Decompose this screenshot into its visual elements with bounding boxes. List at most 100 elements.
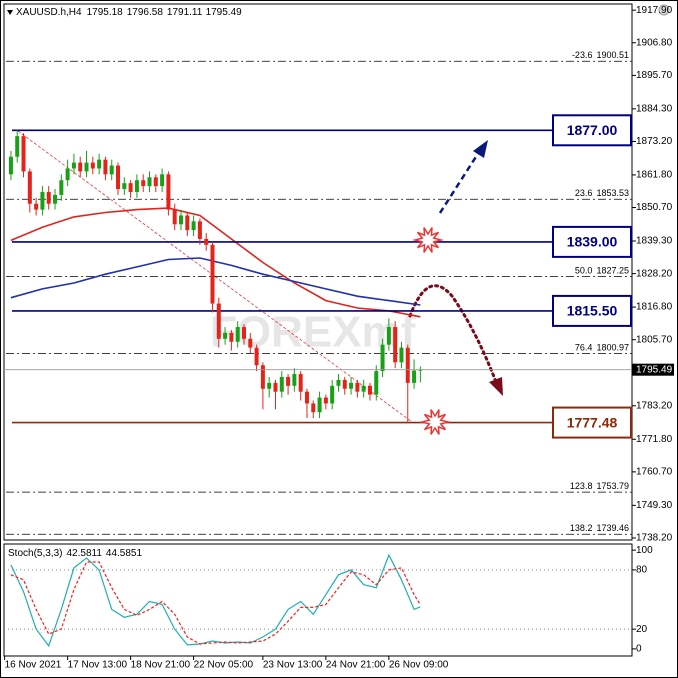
y-tick-label: 1917.90 xyxy=(636,5,673,16)
main-panel xyxy=(3,3,633,541)
candle-body xyxy=(197,221,202,239)
stoch-line xyxy=(10,561,421,645)
candle-body xyxy=(380,344,385,372)
fib-value: 1900.51 xyxy=(596,51,629,61)
moving-average xyxy=(10,207,421,318)
candle-body xyxy=(65,168,70,181)
corner-icon xyxy=(658,4,670,16)
candle-body xyxy=(141,180,146,187)
candle-body xyxy=(386,327,391,345)
candle-body xyxy=(336,379,341,386)
candle-body xyxy=(399,347,404,363)
candle-body xyxy=(153,177,158,187)
up-arrow xyxy=(438,151,481,214)
candle-body xyxy=(304,391,309,404)
fib-value: 1739.46 xyxy=(596,524,629,534)
header: XAUUSD.h,H4 1795.18 1796.58 1791.11 1795.49 xyxy=(16,7,242,18)
candle-body xyxy=(122,183,127,190)
fib-value: 1827.25 xyxy=(596,266,629,276)
y-tick-label: 1738.20 xyxy=(636,533,673,544)
candle-body xyxy=(210,244,215,304)
candle-body xyxy=(361,385,366,392)
y-tick-label: 100 xyxy=(636,545,653,556)
fib-ratio: -23.6 xyxy=(572,51,593,61)
close: 1795.49 xyxy=(206,7,243,18)
open: 1795.18 xyxy=(87,7,124,18)
y-tick-label: 1839.30 xyxy=(636,236,673,247)
candle-body xyxy=(311,403,316,413)
level-box xyxy=(552,406,632,439)
candle-body xyxy=(273,382,278,392)
candle-body xyxy=(97,159,102,169)
candle-body xyxy=(172,209,177,225)
candle-body xyxy=(191,221,196,231)
candle-body xyxy=(166,174,171,210)
down-arrow-head xyxy=(489,377,503,396)
x-tick-label: 18 Nov 21:00 xyxy=(131,660,191,671)
candle-body xyxy=(286,376,291,386)
candle-body xyxy=(355,382,360,392)
watermark: FOREXmf xyxy=(210,308,416,357)
candle-body xyxy=(418,369,423,371)
fib-value: 1800.97 xyxy=(596,343,629,353)
trendline xyxy=(17,130,413,423)
collapse-icon xyxy=(7,10,13,15)
candle-body xyxy=(59,180,64,195)
candle-body xyxy=(27,171,32,204)
x-tick-label: 17 Nov 13:00 xyxy=(68,660,128,671)
candle-body xyxy=(71,162,76,169)
candle-body xyxy=(374,371,379,395)
candle-body xyxy=(160,174,165,187)
candle-body xyxy=(292,374,297,386)
indicator-signal: 44.5851 xyxy=(106,548,143,559)
y-tick-label: 1906.80 xyxy=(636,37,673,48)
high: 1796.58 xyxy=(127,7,164,18)
candle-body xyxy=(34,203,39,210)
candle-body xyxy=(15,136,20,157)
candle-body xyxy=(78,162,83,172)
candle-body xyxy=(216,303,221,339)
level-label: 1815.50 xyxy=(567,303,618,319)
y-tick-label: 1828.20 xyxy=(636,268,673,279)
y-tick-label: 1771.80 xyxy=(636,434,673,445)
fib-ratio: 123.8 xyxy=(570,482,593,492)
y-tick-label: 1850.70 xyxy=(636,202,673,213)
candle-body xyxy=(90,162,95,169)
candle-body xyxy=(40,191,45,210)
candle-body xyxy=(223,332,228,339)
candle-body xyxy=(260,365,265,389)
y-tick-label: 1861.80 xyxy=(636,170,673,181)
y-tick-label: 1873.20 xyxy=(636,136,673,147)
fib-ratio: 76.4 xyxy=(575,343,593,353)
candle-body xyxy=(330,385,335,404)
low: 1791.11 xyxy=(167,7,203,18)
candle-body xyxy=(298,374,303,392)
indicator-main: 42.5811 xyxy=(66,548,102,559)
fib-label: 50.0 1827.25 xyxy=(575,266,629,276)
fib-label: 123.8 1753.79 xyxy=(570,482,629,492)
fib-value: 1853.53 xyxy=(596,189,629,199)
candle-body xyxy=(235,327,240,342)
x-tick-label: 26 Nov 09:00 xyxy=(389,660,449,671)
fib-ratio: 50.0 xyxy=(575,266,593,276)
candle-body xyxy=(185,215,190,231)
level-box xyxy=(552,294,632,327)
candle-body xyxy=(21,136,26,172)
candle-body xyxy=(128,183,133,192)
level-box xyxy=(552,114,632,147)
y-tick-label: 1895.70 xyxy=(636,70,673,81)
level-label: 1877.00 xyxy=(567,122,618,138)
y-tick-label: 1783.20 xyxy=(636,400,673,411)
y-tick-label: 1749.30 xyxy=(636,500,673,511)
x-tick-label: 23 Nov 13:00 xyxy=(263,660,323,671)
candle-body xyxy=(323,397,328,404)
indicator-header: Stoch(5,3,3) 42.5811 44.5851 xyxy=(8,548,142,559)
indicator-panel xyxy=(3,543,633,657)
candle-body xyxy=(254,347,259,366)
candle-body xyxy=(103,159,108,175)
y-tick-label: 1760.70 xyxy=(636,467,673,478)
fib-value: 1753.79 xyxy=(596,482,629,492)
fib-label: 138.2 1739.46 xyxy=(570,524,629,534)
level-label: 1839.00 xyxy=(567,234,618,250)
